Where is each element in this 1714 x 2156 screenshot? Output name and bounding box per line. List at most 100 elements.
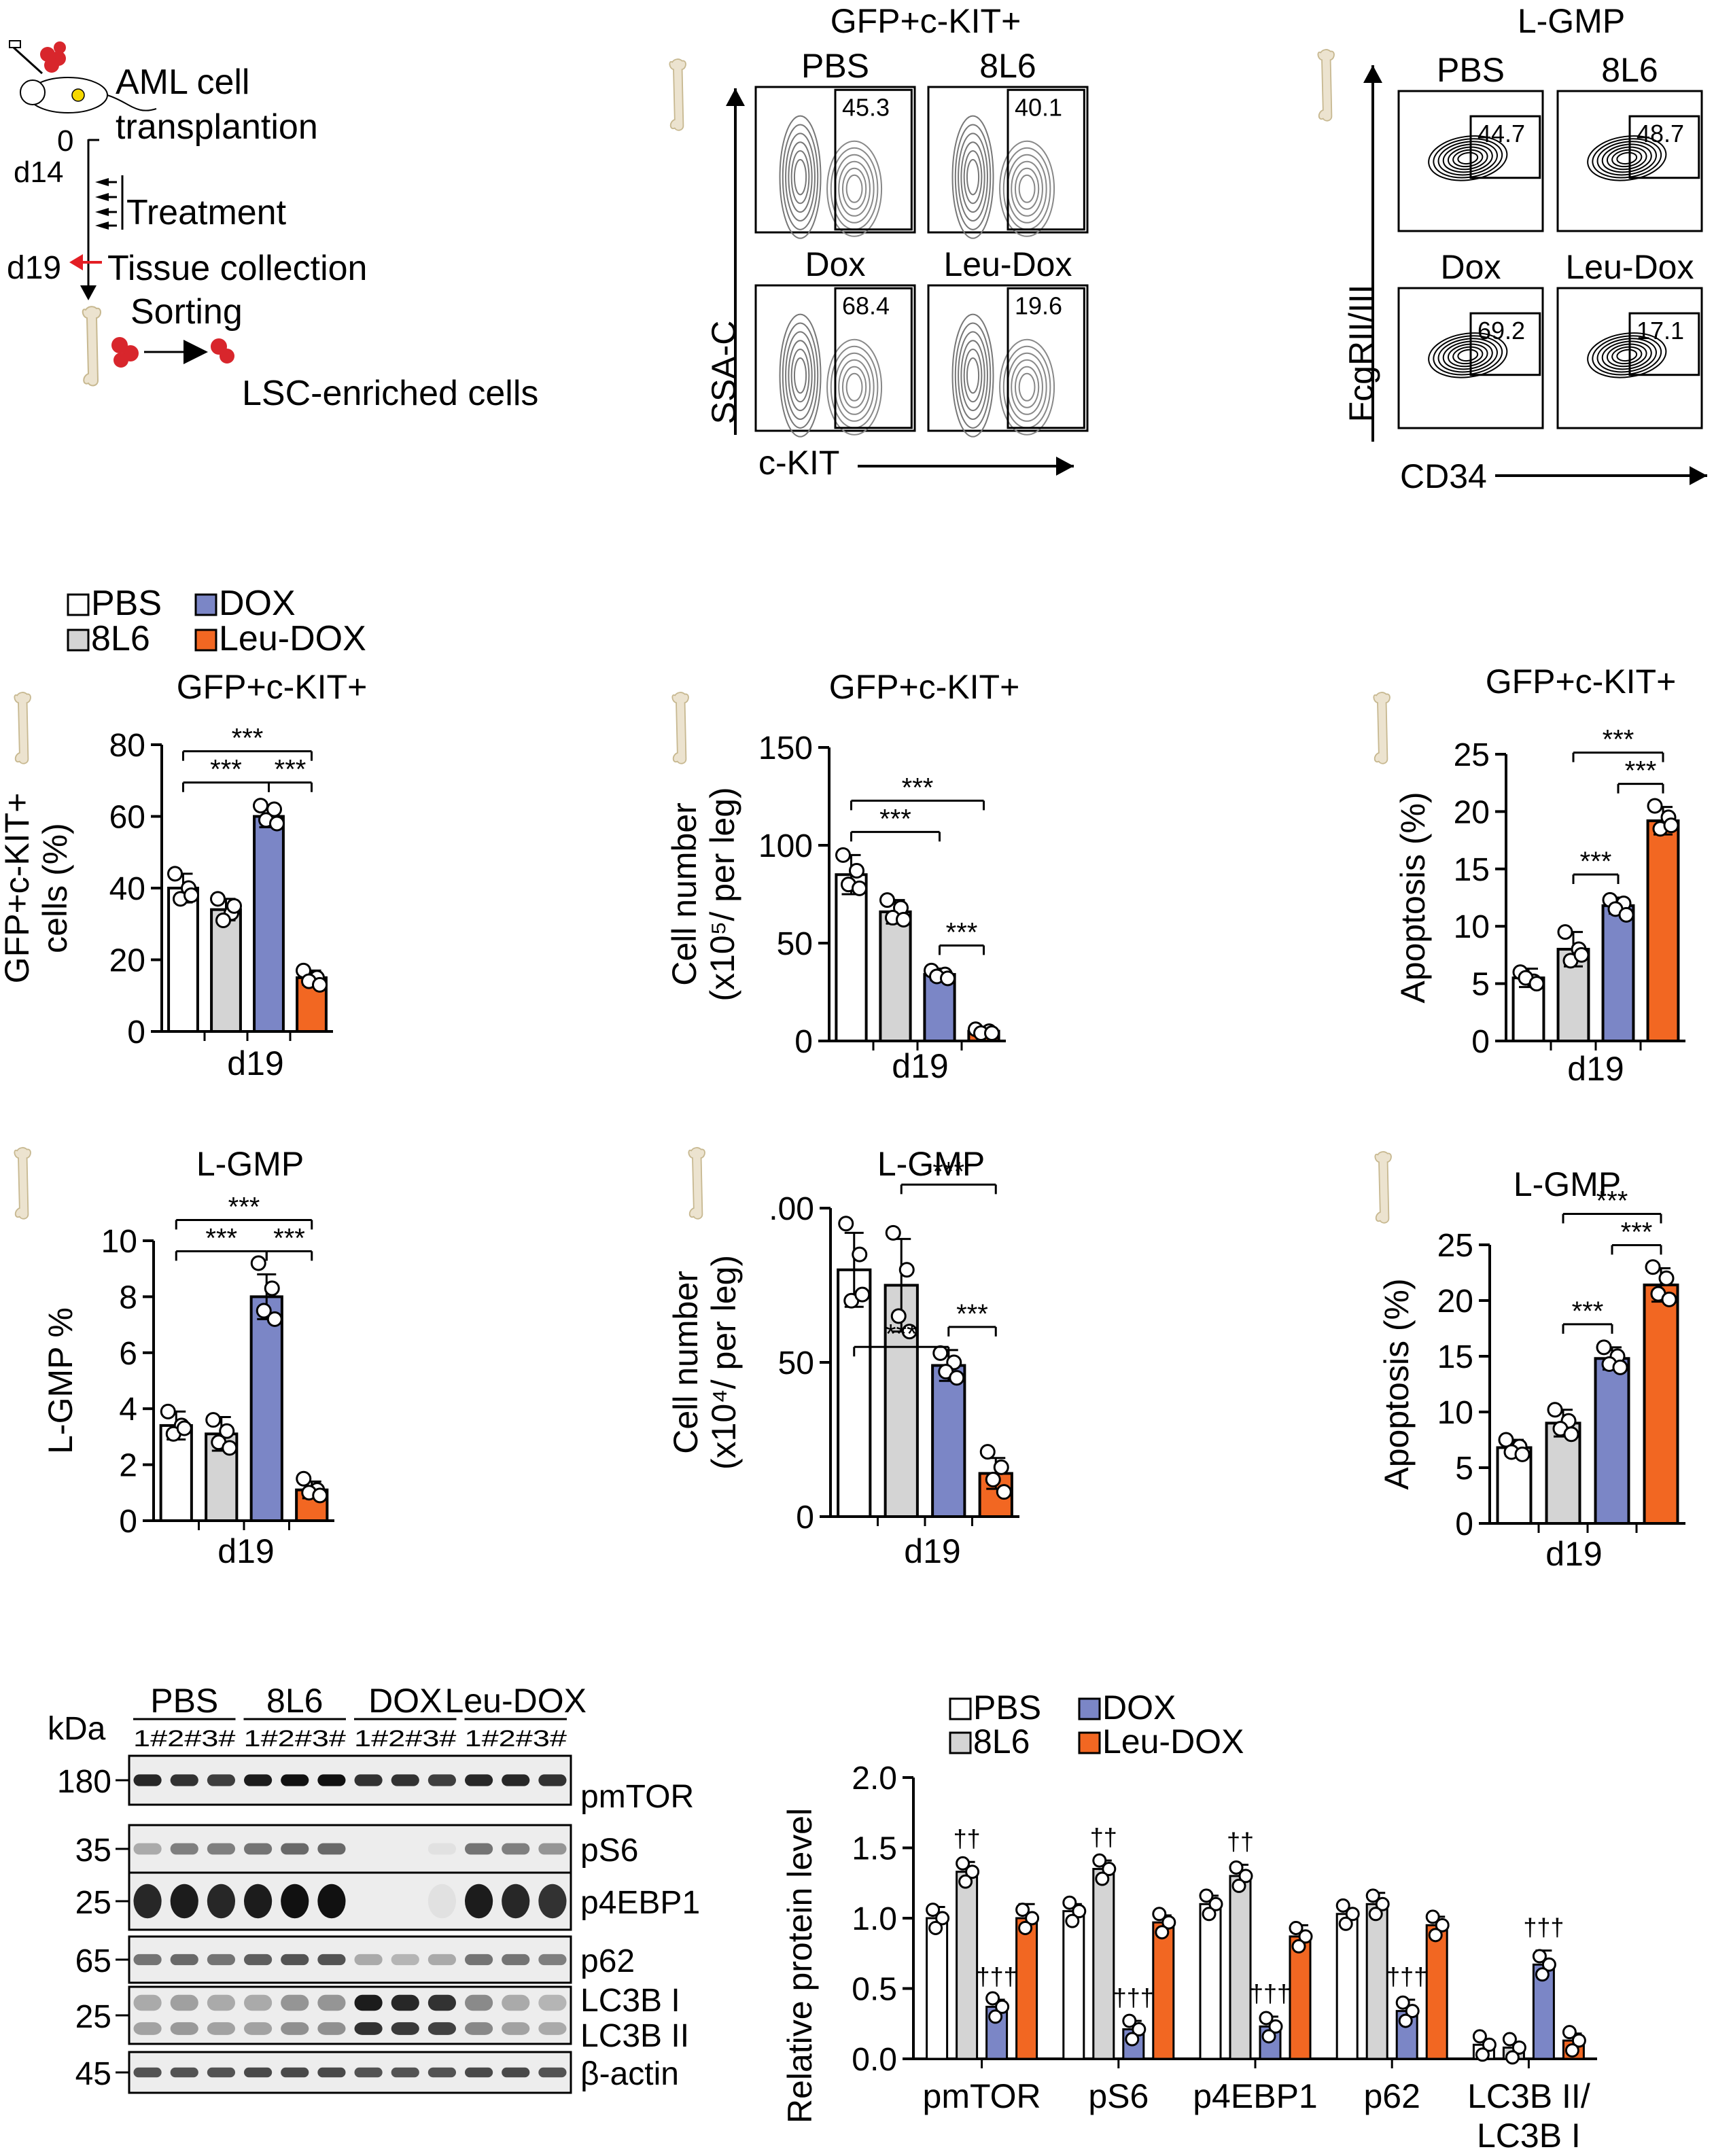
data-point bbox=[879, 892, 895, 908]
blot-band bbox=[465, 1994, 493, 2011]
contour-line bbox=[963, 349, 983, 403]
data-point bbox=[1062, 1895, 1077, 1910]
data-point bbox=[176, 1420, 192, 1436]
blot-band bbox=[538, 1954, 567, 1966]
flow-gate bbox=[834, 287, 913, 429]
data-point bbox=[1298, 1929, 1313, 1944]
blot-band bbox=[427, 1884, 456, 1919]
syringe-icon bbox=[9, 40, 43, 75]
blot-band bbox=[207, 1994, 235, 2011]
blot-band bbox=[391, 1954, 419, 1966]
blot-band bbox=[538, 1884, 567, 1919]
y-tick-label: 1.5 bbox=[852, 1831, 897, 1867]
flow-gate bbox=[1628, 115, 1700, 179]
kda-label: kDa bbox=[48, 1711, 106, 1747]
data-point bbox=[1596, 1339, 1612, 1356]
chart-title: L-GMP bbox=[196, 1145, 304, 1183]
legend-label: PBS bbox=[973, 1689, 1041, 1727]
blot-row-label: pS6 bbox=[580, 1833, 638, 1869]
contour-line bbox=[1452, 346, 1484, 365]
data-point bbox=[1335, 1898, 1350, 1913]
y-tick-label: 10 bbox=[1437, 1395, 1473, 1431]
contour-line bbox=[826, 140, 883, 237]
blot-band bbox=[538, 2022, 567, 2035]
data-point bbox=[890, 1308, 907, 1324]
blot-band bbox=[207, 1884, 235, 1919]
blot-band bbox=[502, 1843, 530, 1855]
bone-icon bbox=[669, 58, 686, 131]
x-tick-label: LC3B I bbox=[1477, 2117, 1581, 2155]
data-point bbox=[1658, 1270, 1675, 1286]
bar-PBS bbox=[837, 1268, 872, 1519]
blot-group-label: 8L6 bbox=[266, 1682, 323, 1720]
blot-band bbox=[354, 2022, 383, 2035]
blot-band bbox=[281, 2022, 309, 2035]
tick-d14: d14 bbox=[14, 156, 63, 189]
bone-icon bbox=[1373, 692, 1391, 764]
bar-Leu-DOX bbox=[1643, 1284, 1679, 1525]
bone-icon bbox=[1317, 49, 1335, 122]
contour-line bbox=[954, 124, 992, 230]
legend-swatch bbox=[194, 593, 217, 616]
bar-PBS bbox=[167, 887, 199, 1033]
contour-line bbox=[966, 158, 980, 196]
bar-8L6 bbox=[1229, 1875, 1252, 2060]
data-point bbox=[985, 1991, 1000, 2006]
flow-gate bbox=[834, 88, 913, 231]
contour-line bbox=[1457, 152, 1479, 165]
blot-band bbox=[427, 2022, 456, 2035]
blot-band bbox=[354, 1954, 383, 1966]
data-point bbox=[1025, 1911, 1040, 1926]
blot-band bbox=[133, 1994, 162, 2011]
data-point bbox=[266, 1311, 283, 1327]
contour-line bbox=[1611, 149, 1643, 168]
data-point bbox=[1365, 1888, 1380, 1903]
legend-label: Leu-DOX bbox=[219, 619, 366, 658]
contour-line bbox=[954, 322, 992, 429]
blot-band bbox=[502, 1774, 530, 1786]
data-point bbox=[1202, 1907, 1217, 1922]
y-tick-label: 25 bbox=[1454, 737, 1490, 773]
legend-swatch bbox=[67, 629, 90, 652]
y-tick-label: 50 bbox=[777, 926, 813, 962]
data-point bbox=[1259, 2011, 1274, 2026]
legend-swatch bbox=[194, 629, 217, 652]
sig-label: *** bbox=[228, 1192, 260, 1222]
blot-band bbox=[281, 1954, 309, 1966]
data-point bbox=[1095, 1871, 1110, 1886]
contour-line bbox=[845, 174, 863, 203]
blot-row-p4EBP1 bbox=[128, 1871, 572, 1931]
contour-line bbox=[838, 160, 871, 217]
data-point bbox=[885, 1224, 901, 1241]
data-point bbox=[1573, 947, 1590, 963]
sig-label: *** bbox=[275, 755, 307, 785]
contour-line bbox=[960, 340, 985, 412]
bar-PBS bbox=[926, 1917, 949, 2060]
data-point bbox=[1072, 1904, 1087, 1919]
blot-band bbox=[244, 1774, 273, 1786]
contour-line bbox=[782, 322, 819, 429]
blot-band bbox=[317, 1884, 346, 1919]
contour-line bbox=[951, 313, 994, 438]
data-point bbox=[1289, 1920, 1304, 1935]
bar-PBS bbox=[159, 1424, 193, 1522]
contour-line bbox=[841, 167, 867, 210]
data-point bbox=[1472, 2029, 1487, 2044]
contour-line bbox=[1616, 349, 1638, 362]
sig-label: *** bbox=[946, 917, 978, 947]
data-point bbox=[1398, 2013, 1413, 2028]
collection-arrow bbox=[69, 254, 102, 270]
bar-Leu-DOX bbox=[1425, 1924, 1448, 2060]
bar-DOX bbox=[931, 1364, 966, 1519]
data-point bbox=[1229, 1860, 1244, 1875]
data-point bbox=[1562, 2025, 1577, 2040]
x-axis-label: d19 bbox=[892, 1047, 948, 1085]
data-point bbox=[995, 1999, 1010, 2014]
blot-band bbox=[465, 2067, 493, 2078]
flow-y-label: SSA-C bbox=[705, 321, 743, 425]
sig-label: *** bbox=[1621, 1217, 1653, 1247]
